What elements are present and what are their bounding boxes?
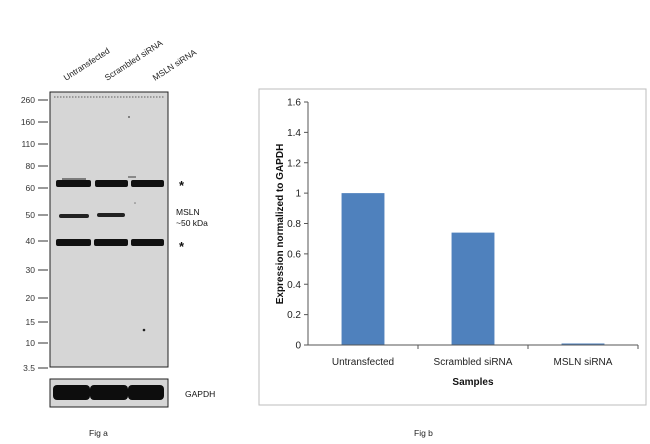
- y-tick-label: 0.4: [287, 280, 301, 291]
- lower-asterisk: *: [179, 239, 185, 254]
- marker-label: 10: [26, 338, 36, 348]
- marker-label: 20: [26, 293, 36, 303]
- marker-label: 50: [26, 210, 36, 220]
- x-tick-label: MSLN siRNA: [554, 357, 613, 368]
- marker-labels: 260 160 110 80 60 50 40 30 20 15 10 3.5: [21, 95, 35, 373]
- bar-chart-panel: Expression normalized to GAPDH 0 0.2 0.4 0.…: [258, 88, 647, 438]
- y-tick-label: 1.4: [287, 128, 301, 139]
- marker-label: 260: [21, 95, 35, 105]
- band-40-lane1: [56, 239, 91, 246]
- band-40-lane2: [94, 239, 128, 246]
- y-tick-label: 1.2: [287, 158, 301, 169]
- lane-label-msln-sirna: MSLN siRNA: [151, 47, 199, 83]
- blot-bands: [56, 116, 164, 332]
- upper-asterisk: *: [179, 178, 185, 193]
- marker-ladder: [38, 99, 48, 369]
- target-name-label: MSLN: [176, 207, 200, 217]
- y-axis: 0 0.2 0.4 0.6 0.8 1 1.2 1.4 1.6: [287, 98, 308, 352]
- y-tick-label: 0.2: [287, 310, 301, 321]
- band-60-lane2: [95, 180, 128, 187]
- marker-label: 110: [21, 139, 35, 149]
- band-40-lane3: [131, 239, 164, 246]
- gapdh-label: GAPDH: [185, 389, 215, 399]
- fig-b-caption: Fig b: [414, 428, 433, 438]
- bar-msln-sirna: [561, 343, 605, 345]
- marker-label: 60: [26, 183, 36, 193]
- y-tick-label: 0.6: [287, 249, 301, 260]
- marker-label: 30: [26, 265, 36, 275]
- y-axis-title: Expression normalized to GAPDH: [275, 144, 286, 305]
- blot-membrane: [49, 91, 169, 368]
- band-msln-lane1: [59, 214, 89, 218]
- fig-a-caption: Fig a: [89, 428, 108, 438]
- band-60-lane3: [131, 180, 164, 187]
- x-tick-label: Untransfected: [332, 357, 394, 368]
- x-axis-title: Samples: [452, 377, 494, 388]
- y-tick-label: 0: [295, 341, 301, 352]
- marker-label: 15: [26, 317, 36, 327]
- y-tick-label: 0.8: [287, 219, 301, 230]
- x-tick-label: Scrambled siRNA: [434, 357, 513, 368]
- western-blot-panel: Untransfected Scrambled siRNA MSLN siRNA…: [21, 38, 215, 438]
- target-size-label: ~50 kDa: [176, 218, 208, 228]
- bar-scrambled-sirna: [451, 232, 495, 345]
- marker-label: 40: [26, 236, 36, 246]
- gapdh-bands: [53, 385, 164, 400]
- marker-label: 3.5: [23, 363, 35, 373]
- band-msln-lane2: [97, 213, 125, 217]
- marker-label: 160: [21, 117, 35, 127]
- y-tick-label: 1.6: [287, 98, 301, 109]
- x-axis-labels: Untransfected Scrambled siRNA MSLN siRNA: [332, 345, 639, 368]
- marker-label: 80: [26, 161, 36, 171]
- bar-untransfected: [341, 193, 385, 345]
- band-60-lane1: [56, 180, 91, 187]
- y-tick-label: 1: [295, 189, 301, 200]
- bars: [341, 193, 605, 345]
